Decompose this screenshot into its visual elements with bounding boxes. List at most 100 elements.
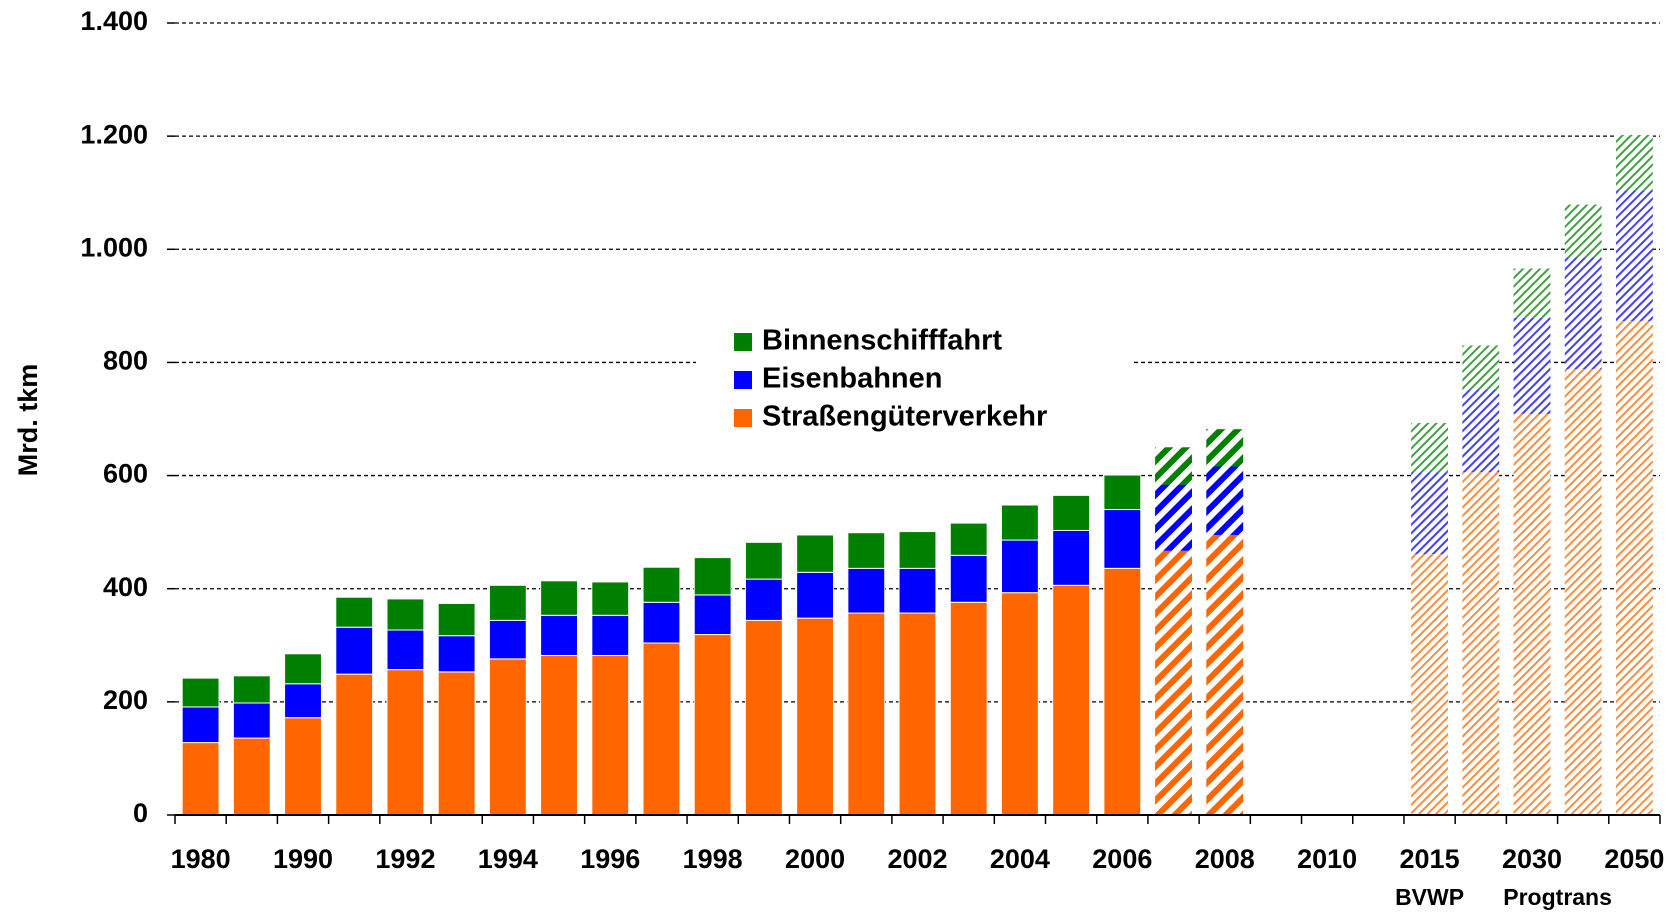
legend-box: [696, 322, 1132, 442]
x-tick-label: 1990: [273, 844, 333, 874]
x-tick-label: 2006: [1092, 844, 1152, 874]
x-tick-label: 1994: [478, 844, 538, 874]
bar-segment: [284, 717, 322, 816]
bar-segment: [1000, 539, 1039, 594]
y-tick-label: 1.400: [80, 6, 148, 36]
bar-segment: [284, 653, 322, 685]
annotation: Progtrans: [1503, 884, 1612, 910]
bar-segment: [898, 531, 937, 569]
bar-segment: [796, 534, 835, 573]
bar-segment: [591, 614, 630, 656]
bar-segment: [847, 612, 886, 816]
bar-segment: [488, 584, 527, 621]
bar-segment: [1052, 584, 1091, 816]
x-tick-label: 2002: [887, 844, 947, 874]
bar-segment: [949, 601, 988, 816]
bar-segment: [181, 742, 220, 816]
x-tick-label: 2000: [785, 844, 845, 874]
bar-segment: [642, 601, 681, 644]
y-tick-label: 200: [103, 685, 148, 715]
bar-segment: [1411, 554, 1449, 815]
bar-segment: [898, 612, 937, 816]
bar-segment: [1513, 268, 1551, 318]
bar-segment: [796, 571, 835, 619]
y-tick-label: 1.000: [80, 232, 148, 262]
bar-segment: [540, 580, 578, 616]
x-tick-label: 1998: [683, 844, 743, 874]
bar-segment: [1052, 529, 1091, 586]
bar-segment: [540, 654, 578, 816]
bar-segment: [744, 541, 783, 580]
bar-segment: [744, 619, 783, 816]
bar-segment: [1564, 257, 1602, 370]
bar-segment: [1462, 472, 1500, 815]
bar-segment: [847, 567, 886, 614]
bar-segment: [796, 617, 835, 816]
bar-segment: [1462, 389, 1500, 473]
bar-segment: [1411, 422, 1449, 473]
bar-segment: [335, 596, 374, 628]
bar-segment: [1052, 494, 1091, 531]
bar-segment: [437, 635, 476, 673]
bar-segment: [1513, 317, 1551, 414]
bar-segment: [1564, 204, 1602, 258]
bar-segment: [1564, 369, 1602, 815]
bar-segment: [1103, 474, 1142, 511]
bar-segment: [386, 598, 425, 631]
legend-swatch: [734, 333, 752, 351]
bar-segment: [386, 629, 425, 671]
bar-segment: [693, 634, 732, 816]
legend-label: Straßengüterverkehr: [762, 401, 1047, 433]
x-tick-label: 2004: [990, 844, 1050, 874]
bar-segment: [488, 658, 527, 816]
bar-segment: [1411, 472, 1449, 555]
bar-segment: [1103, 509, 1142, 569]
bar-segment: [284, 683, 322, 719]
bar-segment: [744, 578, 783, 621]
y-tick-label: 800: [103, 346, 148, 376]
bar-segment: [335, 673, 374, 816]
bar-segment: [1615, 135, 1653, 191]
bar-segment: [488, 619, 527, 660]
bar-segment: [232, 675, 271, 704]
legend-label: Binnenschifffahrt: [762, 325, 1002, 357]
y-tick-label: 0: [133, 798, 148, 828]
x-tick-label: 1980: [171, 844, 231, 874]
x-tick-label: 2010: [1297, 844, 1357, 874]
bar-segment: [437, 671, 476, 816]
bar-segment: [1615, 321, 1653, 815]
x-tick-label: 2050: [1604, 844, 1664, 874]
bar-segment: [949, 522, 988, 556]
y-tick-label: 400: [103, 572, 148, 602]
bar-segment: [591, 654, 630, 816]
y-tick-label: 600: [103, 459, 148, 489]
bar-segment: [540, 614, 578, 656]
bar-segment: [232, 702, 271, 739]
bar-segment: [1103, 567, 1142, 816]
bar-segment: [1155, 484, 1192, 551]
bar-segment: [232, 737, 271, 816]
bar-segment: [693, 557, 732, 596]
x-tick-label: 2008: [1195, 844, 1255, 874]
bar-segment: [437, 602, 476, 637]
annotation: BVWP: [1395, 884, 1464, 910]
bar-segment: [1206, 429, 1244, 467]
legend-swatch: [734, 371, 752, 389]
x-tick-label: 1996: [580, 844, 640, 874]
bar-segment: [1206, 534, 1244, 815]
bar-segment: [898, 567, 937, 614]
y-axis-label: Mrd. tkm: [13, 364, 43, 477]
y-tick-label: 1.200: [80, 119, 148, 149]
bar-segment: [642, 566, 681, 603]
bar-segment: [386, 669, 425, 816]
bar-segment: [949, 554, 988, 603]
bar-segment: [1000, 504, 1039, 541]
bar-segment: [1513, 413, 1551, 815]
x-tick-label: 1992: [375, 844, 435, 874]
bar-segment: [591, 581, 630, 616]
x-tick-label: 2030: [1502, 844, 1562, 874]
bar-segment: [1155, 550, 1192, 815]
bar-segment: [847, 532, 886, 569]
bar-segment: [1000, 592, 1039, 816]
